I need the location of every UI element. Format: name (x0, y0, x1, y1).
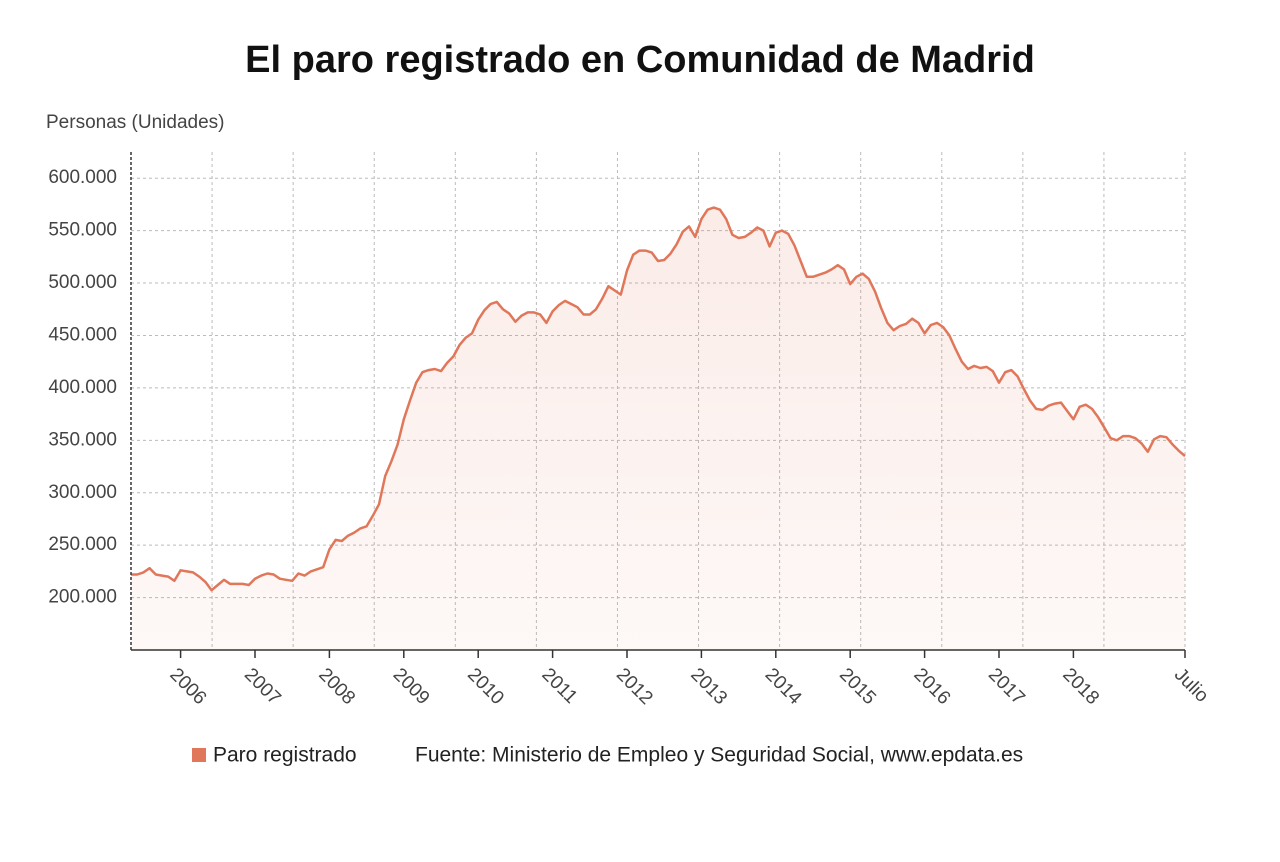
x-tick-label: 2006 (166, 664, 211, 709)
x-tick-label: 2015 (835, 664, 880, 709)
y-tick-label: 500.000 (48, 272, 117, 293)
x-tick-label: 2017 (984, 664, 1029, 709)
y-tick-label: 300.000 (48, 482, 117, 503)
x-tick-label: 2008 (314, 664, 359, 709)
x-tick-label: 2013 (686, 664, 731, 709)
x-tick-label: 2018 (1058, 664, 1103, 709)
area (131, 207, 1185, 650)
y-axis-label: Personas (Unidades) (46, 112, 224, 133)
x-tick-label: 2009 (389, 664, 434, 709)
x-tick-label: 2014 (761, 664, 806, 709)
line (131, 206, 1186, 592)
y-tick-label: 600.000 (48, 167, 117, 188)
y-tick-label: 350.000 (48, 429, 117, 450)
x-tick-label: 2011 (538, 664, 582, 708)
y-tick-label: 400.000 (48, 377, 117, 398)
y-tick-label: 250.000 (48, 534, 117, 555)
y-tick-label: 200.000 (48, 587, 117, 608)
x-tick-label: 2007 (240, 664, 285, 709)
x-tick-label: 2010 (463, 664, 508, 709)
legend-label[interactable]: Paro registrado (213, 744, 357, 767)
y-tick-label: 550.000 (48, 220, 117, 241)
y-tick-label: 450.000 (48, 324, 117, 345)
source-note: Fuente: Ministerio de Empleo y Seguridad… (415, 744, 1023, 767)
x-tick-label: 2012 (612, 664, 657, 709)
chart-title: El paro registrado en Comunidad de Madri… (245, 39, 1035, 81)
x-tick-label: 2016 (910, 664, 955, 709)
legend-swatch (192, 748, 206, 762)
x-tick-label: Julio (1170, 664, 1212, 706)
